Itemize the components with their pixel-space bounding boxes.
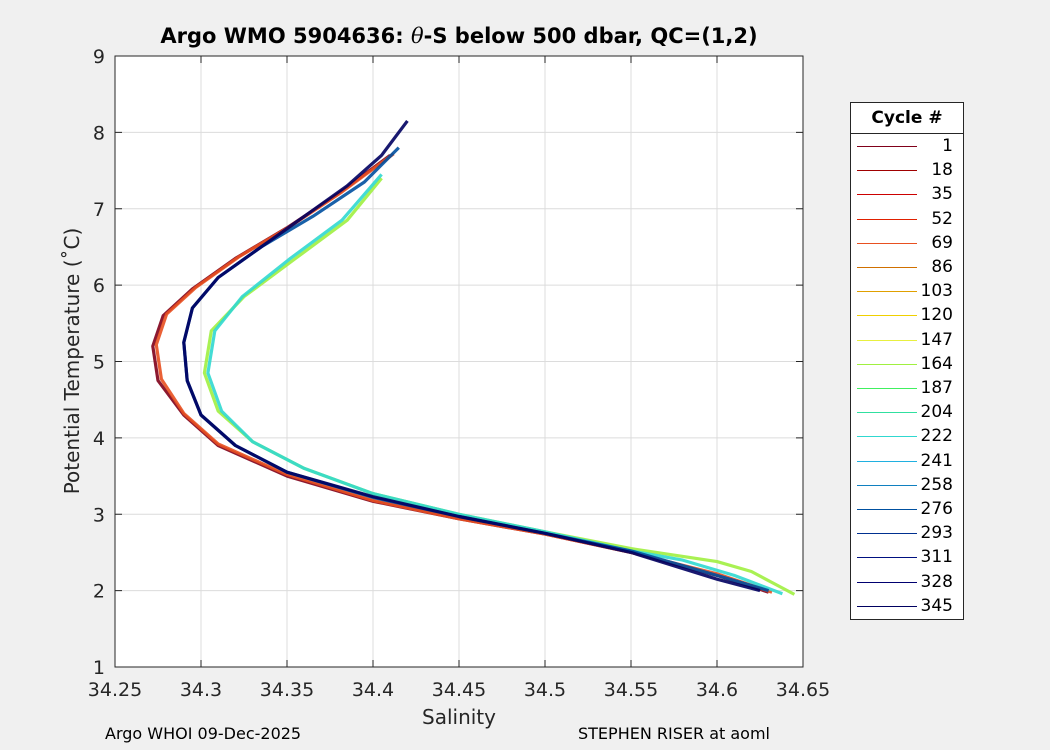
- y-tick-label: 3: [93, 504, 105, 526]
- chart-title: Argo WMO 5904636: θ-S below 500 dbar, QC…: [115, 24, 803, 48]
- legend-entry: 293: [851, 522, 963, 546]
- x-tick-label: 34.3: [180, 679, 222, 701]
- legend-swatch: [857, 460, 917, 462]
- title-prefix: Argo WMO 5904636:: [160, 24, 411, 48]
- legend-label: 69: [931, 232, 953, 253]
- legend-swatch: [857, 557, 917, 559]
- footer-right: STEPHEN RISER at aoml: [578, 724, 770, 743]
- x-tick-label: 34.5: [524, 679, 566, 701]
- series-group: [151, 119, 796, 596]
- x-tick-label: 34.35: [260, 679, 314, 701]
- legend-entry: 311: [851, 546, 963, 570]
- legend-swatch: [857, 533, 917, 535]
- legend-label: 164: [920, 353, 953, 374]
- legend-label: 293: [920, 523, 953, 544]
- legend-entry: 120: [851, 304, 963, 328]
- x-tick-label: 34.6: [696, 679, 738, 701]
- y-tick-label: 1: [93, 657, 105, 679]
- legend-entry: 52: [851, 208, 963, 232]
- legend-entry: 222: [851, 425, 963, 449]
- legend-label: 328: [920, 571, 953, 592]
- legend-swatch: [857, 388, 917, 389]
- legend-entry: 35: [851, 183, 963, 207]
- legend-label: 52: [931, 208, 953, 229]
- legend-swatch: [857, 605, 917, 607]
- legend-swatch: [857, 581, 917, 583]
- legend-label: 35: [931, 184, 953, 205]
- legend-entry: 276: [851, 498, 963, 522]
- x-tick-label: 34.65: [776, 679, 830, 701]
- legend-entry: 241: [851, 450, 963, 474]
- title-suffix: -S below 500 dbar, QC=(1,2): [423, 24, 758, 48]
- legend-swatch: [857, 267, 917, 268]
- ticks: 34.25 34.3 34.35 34.4 34.45 34.5 34.55 34.6 34.6…: [88, 46, 830, 701]
- x-tick-label: 34.4: [352, 679, 394, 701]
- legend-swatch: [857, 291, 917, 293]
- legend-entry: 345: [851, 595, 963, 619]
- y-tick-label: 7: [93, 199, 105, 221]
- legend-entry: 258: [851, 474, 963, 498]
- x-tick-label: 34.25: [88, 679, 142, 701]
- legend-entry: 18: [851, 159, 963, 183]
- legend-entry: 164: [851, 353, 963, 377]
- legend: Cycle # 1 18 35 52 69 86 103 120 147 164 187 204 222…: [850, 102, 964, 620]
- legend-label: 103: [920, 281, 953, 302]
- legend-swatch: [857, 218, 917, 220]
- x-tick-label: 34.45: [432, 679, 486, 701]
- legend-entry: 103: [851, 280, 963, 304]
- legend-label: 1: [942, 136, 953, 156]
- x-tick-label: 34.55: [604, 679, 658, 701]
- legend-entry: 69: [851, 232, 963, 256]
- legend-label: 311: [920, 547, 953, 568]
- y-tick-label: 9: [93, 46, 105, 68]
- legend-swatch: [857, 315, 917, 317]
- series-line-cycle-222: [206, 173, 783, 596]
- footer-left: Argo WHOI 09-Dec-2025: [105, 724, 302, 743]
- legend-swatch: [857, 363, 917, 365]
- legend-entry: 204: [851, 401, 963, 425]
- y-tick-label: 4: [93, 428, 105, 450]
- x-axis-label: Salinity: [422, 705, 496, 729]
- y-tick-label: 8: [93, 122, 105, 144]
- legend-swatch: [857, 509, 917, 510]
- legend-label: 222: [920, 426, 953, 447]
- y-tick-label: 6: [93, 275, 105, 297]
- legend-label: 345: [920, 595, 953, 616]
- legend-label: 147: [920, 329, 953, 350]
- legend-title: Cycle #: [851, 103, 963, 134]
- legend-label: 258: [920, 474, 953, 495]
- legend-entry: 147: [851, 329, 963, 353]
- series-line-cycle-345: [182, 119, 761, 593]
- legend-entry: 1: [851, 135, 963, 159]
- legend-label: 120: [920, 305, 953, 326]
- legend-label: 204: [920, 402, 953, 423]
- y-tick-label: 5: [93, 352, 105, 374]
- y-axis-label: Potential Temperature (˚C): [60, 228, 84, 495]
- legend-swatch: [857, 484, 917, 486]
- legend-entry: 187: [851, 377, 963, 401]
- legend-swatch: [857, 339, 917, 341]
- legend-swatch: [857, 170, 917, 172]
- title-theta-symbol: θ: [410, 24, 424, 48]
- legend-swatch: [857, 436, 917, 438]
- legend-entry: 328: [851, 571, 963, 595]
- legend-label: 276: [920, 499, 953, 519]
- legend-label: 187: [920, 378, 953, 398]
- legend-entry: 86: [851, 256, 963, 280]
- legend-swatch: [857, 412, 917, 414]
- legend-swatch: [857, 194, 917, 196]
- legend-label: 18: [931, 160, 953, 181]
- y-tick-label: 2: [93, 581, 105, 603]
- legend-label: 86: [931, 257, 953, 277]
- legend-swatch: [857, 242, 917, 244]
- legend-label: 241: [920, 450, 953, 471]
- legend-swatch: [857, 146, 917, 147]
